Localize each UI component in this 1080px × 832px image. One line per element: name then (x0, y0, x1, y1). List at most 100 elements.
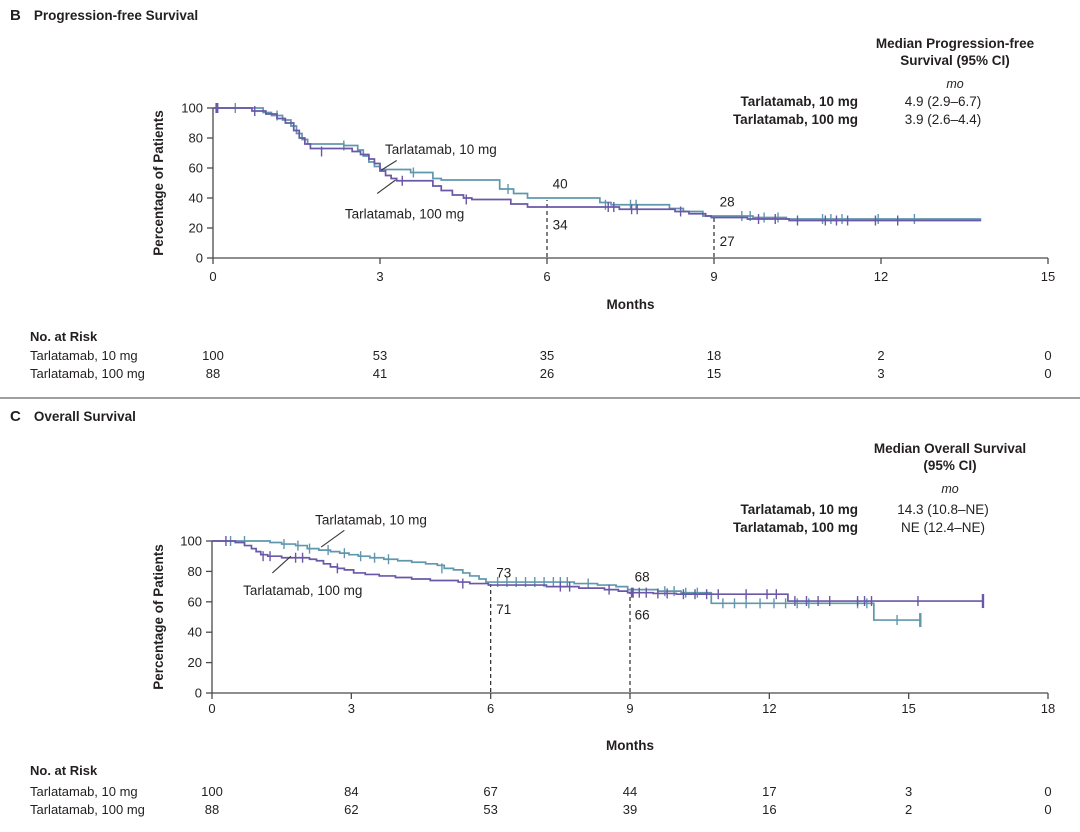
y-axis-tick-label: 0 (196, 251, 203, 266)
panel-b-title: Progression-free Survival (33, 8, 199, 23)
km-curve-tarlatamab-10mg (212, 540, 921, 621)
y-axis-tick-label: 20 (189, 221, 203, 236)
x-axis-tick-label: 0 (208, 701, 215, 716)
risk-count: 0 (1044, 348, 1051, 363)
risk-count: 18 (707, 348, 721, 363)
risk-count: 44 (623, 784, 637, 799)
stats-row-label: Tarlatamab, 100 mg (732, 111, 858, 127)
risk-count: 35 (540, 348, 554, 363)
landmark-value-label: 28 (720, 194, 735, 209)
panel-separator (0, 397, 1080, 399)
panel-c-letter: C (10, 408, 21, 425)
y-axis-tick-label: 20 (188, 655, 202, 670)
stats-row: Tarlatamab, 10 mg 4.9 (2.9–6.7) (560, 93, 1028, 111)
km-curve-tarlatamab-100mg (213, 107, 982, 222)
y-axis-tick-label: 80 (189, 131, 203, 146)
panel-c-title-block: C Overall Survival (10, 408, 136, 425)
risk-count: 39 (623, 802, 637, 817)
risk-count: 2 (905, 802, 912, 817)
x-axis-tick-label: 15 (901, 701, 915, 716)
x-axis-tick-label: 9 (710, 269, 717, 284)
landmark-value-label: 27 (720, 234, 735, 249)
landmark-value-label: 40 (553, 176, 568, 191)
stats-row-value: 4.9 (2.9–6.7) (904, 94, 982, 109)
risk-count: 53 (373, 348, 387, 363)
panel-b-title-block: B Progression-free Survival (10, 7, 198, 24)
risk-count: 3 (905, 784, 912, 799)
stats-header-line1: Median Progression-free (875, 36, 1035, 51)
km-curve-tarlatamab-10mg (213, 107, 982, 220)
y-axis-tick-label: 0 (195, 686, 202, 701)
risk-count: 2 (877, 348, 884, 363)
x-axis-tick-label: 6 (543, 269, 550, 284)
risk-count: 16 (762, 802, 776, 817)
panel-c-median-stats-rows: Tarlatamab, 10 mg 14.3 (10.8–NE) Tarlata… (560, 501, 1028, 536)
annotation-pointer-line (376, 179, 396, 194)
axes (212, 108, 1048, 259)
risk-count: 17 (762, 784, 776, 799)
risk-row-label: Tarlatamab, 100 mg (30, 366, 145, 381)
y-axis-tick-label: 40 (189, 191, 203, 206)
annotation-pointer-line (320, 529, 345, 548)
x-axis-tick-label: 6 (487, 701, 494, 716)
risk-count: 0 (1044, 802, 1051, 817)
y-axis-tick-label: 60 (189, 161, 203, 176)
stats-row-label: Tarlatamab, 100 mg (732, 519, 858, 535)
x-axis-tick-label: 18 (1041, 701, 1055, 716)
stats-row-label: Tarlatamab, 10 mg (740, 94, 858, 109)
stats-row-value: 3.9 (2.6–4.4) (904, 111, 982, 127)
landmark-value-label: 34 (553, 218, 569, 233)
y-axis-tick-label: 100 (180, 534, 202, 549)
risk-count: 0 (1044, 366, 1051, 381)
x-axis-tick-label: 0 (209, 269, 216, 284)
risk-count: 88 (205, 802, 219, 817)
risk-count: 100 (201, 784, 223, 799)
y-axis-tick-label: 60 (188, 594, 202, 609)
panel-b-median-stats-header: Median Progression-free Survival (95% CI… (840, 35, 1070, 93)
stats-row-label: Tarlatamab, 10 mg (740, 502, 858, 517)
panel-b-median-stats-rows: Tarlatamab, 10 mg 4.9 (2.9–6.7) Tarlatam… (560, 93, 1028, 128)
risk-count: 41 (373, 366, 387, 381)
x-axis-tick-label: 3 (376, 269, 383, 284)
risk-row-label: Tarlatamab, 100 mg (30, 802, 145, 817)
risk-count: 67 (483, 784, 497, 799)
landmark-value-label: 73 (496, 565, 511, 580)
risk-row-label: Tarlatamab, 10 mg (30, 784, 138, 799)
stats-row-value: NE (12.4–NE) (900, 519, 986, 535)
curve-label: Tarlatamab, 10 mg (315, 512, 427, 527)
stats-header-line2: Survival (95% CI) (900, 53, 1010, 68)
stats-header-line2: (95% CI) (923, 458, 977, 473)
risk-count: 62 (344, 802, 358, 817)
y-axis-title: Percentage of Patients (151, 544, 166, 690)
x-axis-title: Months (606, 738, 654, 753)
risk-row-label: Tarlatamab, 10 mg (30, 348, 138, 363)
panel-b-letter: B (10, 7, 21, 24)
stats-header-line1: Median Overall Survival (873, 441, 1027, 456)
curve-label: Tarlatamab, 100 mg (345, 206, 464, 221)
stats-unit: mo (941, 482, 959, 496)
risk-table-header: No. at Risk (30, 329, 98, 344)
annotation-pointer-line (272, 555, 292, 574)
km-curve-tarlatamab-100mg (212, 540, 983, 602)
stats-unit: mo (946, 77, 964, 91)
stats-row: Tarlatamab, 10 mg 14.3 (10.8–NE) (560, 501, 1028, 519)
y-axis-title: Percentage of Patients (151, 110, 166, 256)
x-axis-tick-label: 12 (874, 269, 888, 284)
x-axis-tick-label: 12 (762, 701, 776, 716)
stats-row-value: 14.3 (10.8–NE) (897, 502, 989, 517)
risk-count: 26 (540, 366, 554, 381)
risk-count: 0 (1044, 784, 1051, 799)
risk-table-header: No. at Risk (30, 763, 98, 778)
curve-label: Tarlatamab, 10 mg (385, 142, 497, 157)
risk-count: 88 (206, 366, 220, 381)
panel-c-title: Overall Survival (33, 409, 136, 424)
landmark-value-label: 66 (635, 607, 650, 622)
risk-count: 53 (483, 802, 497, 817)
risk-count: 3 (877, 366, 884, 381)
panel-c-median-stats-header: Median Overall Survival (95% CI) mo (835, 440, 1065, 498)
y-axis-tick-label: 80 (188, 564, 202, 579)
x-axis-tick-label: 9 (626, 701, 633, 716)
